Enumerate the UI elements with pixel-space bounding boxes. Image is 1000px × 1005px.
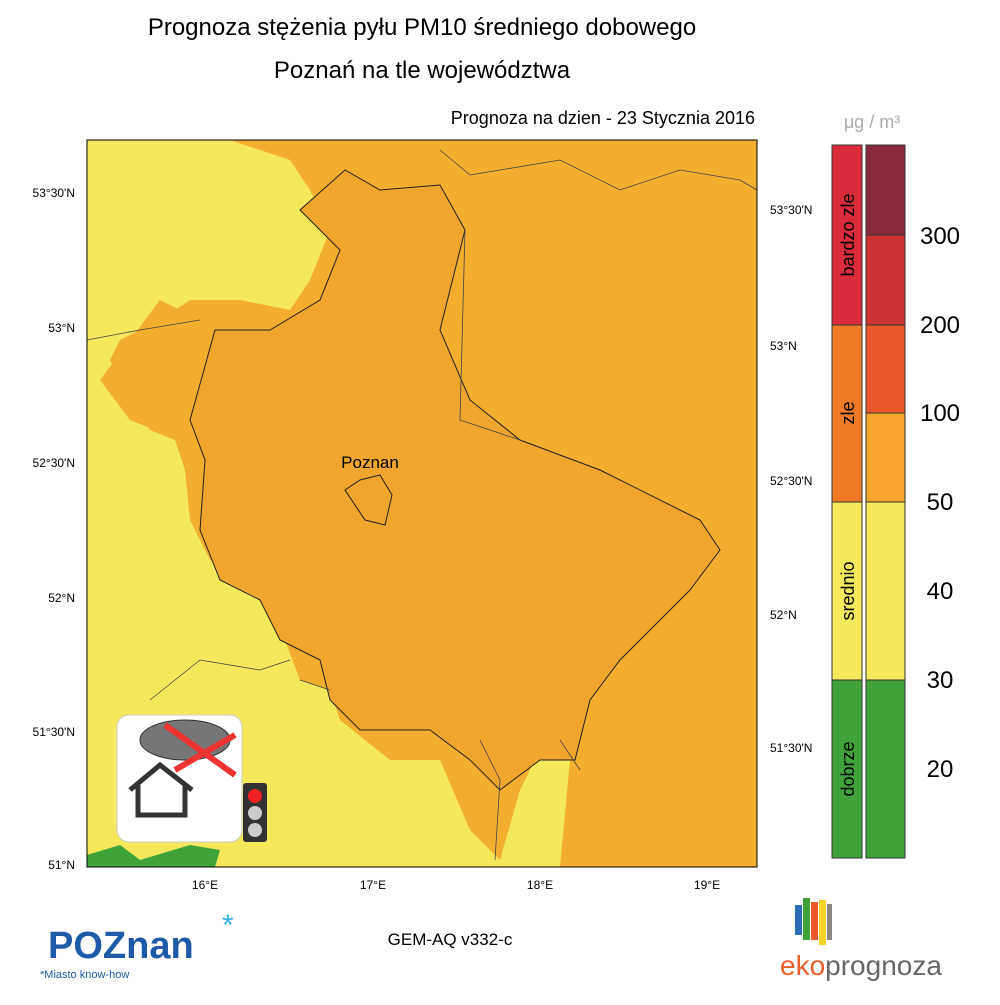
lat-tick: 52°30'N (33, 456, 75, 470)
level: 50 (927, 489, 954, 516)
lat-tick: 53°N (770, 339, 797, 353)
eko: eko (780, 950, 825, 981)
title: Prognoza stężenia pyłu PM10 średniego do… (148, 14, 696, 41)
lat-ticks-right: 51°30'N 52°N 52°30'N 53°N 53°30'N (770, 203, 812, 755)
category: dobrze (838, 741, 858, 796)
level: 40 (927, 578, 954, 605)
unit: μg / m³ (844, 112, 900, 132)
lat-tick: 52°N (48, 591, 75, 605)
category: zle (838, 401, 858, 424)
lat-tick: 51°30'N (33, 725, 75, 739)
footer: POZnan * *Miasto know-how GEM-AQ v332-c … (40, 898, 942, 981)
lon-tick: 18°E (527, 878, 553, 892)
lat-tick: 53°30'N (33, 186, 75, 200)
lat-tick: 53°N (48, 321, 75, 335)
legend: μg / m³ bardzo zle zle srednio dobrze 30… (831, 112, 960, 859)
category: srednio (838, 561, 858, 620)
map: Poznan (86, 139, 758, 868)
lat-tick: 52°N (770, 608, 797, 622)
level: 300 (920, 223, 960, 250)
level: 20 (927, 756, 954, 783)
lon-ticks: 16°E 17°E 18°E 19°E (192, 878, 720, 892)
logo-left: POZnan (48, 925, 194, 967)
lat-tick: 51°N (48, 858, 75, 872)
lon-tick: 19°E (694, 878, 720, 892)
logo-right-eko: ekoprognoza (780, 950, 942, 981)
level: 200 (920, 312, 960, 339)
level: 100 (920, 400, 960, 427)
lat-tick: 52°30'N (770, 474, 812, 488)
lat-tick: 51°30'N (770, 741, 812, 755)
city-label: Poznan (341, 453, 399, 472)
logo-asterisk: * (222, 909, 234, 942)
date-label: Prognoza na dzien - 23 Stycznia 2016 (451, 108, 755, 128)
lat-ticks-left: 51°N 51°30'N 52°N 52°30'N 53°N 53°30'N (33, 186, 75, 872)
icon (116, 714, 267, 843)
prognoza: prognoza (825, 950, 942, 981)
tagline: *Miasto know-how (40, 969, 129, 981)
model: GEM-AQ v332-c (388, 930, 513, 949)
lon-tick: 16°E (192, 878, 218, 892)
category: bardzo zle (838, 193, 858, 276)
lon-tick: 17°E (360, 878, 386, 892)
level: 30 (927, 667, 954, 694)
subtitle: Poznań na tle województwa (274, 57, 571, 84)
lat-tick: 53°30'N (770, 203, 812, 217)
